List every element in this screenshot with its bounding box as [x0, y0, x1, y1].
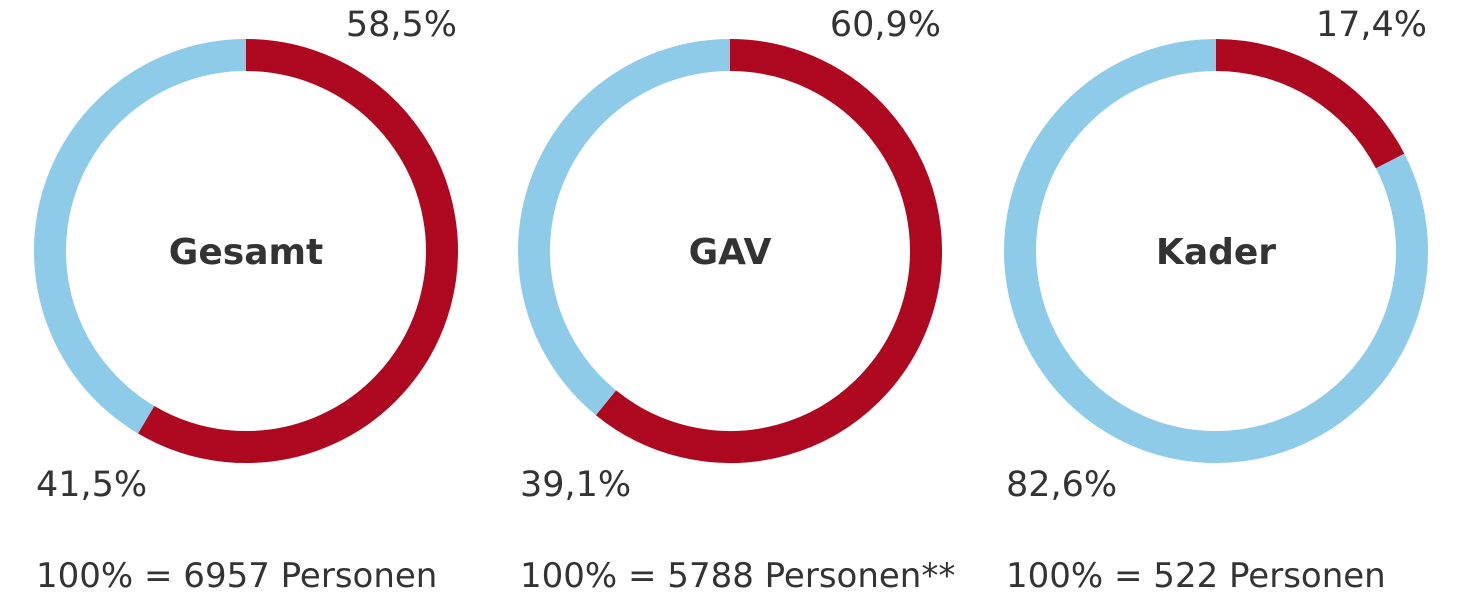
base-caption: 100% = 6957 Personen: [36, 556, 437, 596]
slice-secondary: [1004, 39, 1428, 463]
base-caption: 100% = 522 Personen: [1006, 556, 1386, 596]
donut-title: GAV: [689, 232, 772, 273]
donut-chart-gav: GAV 60,9% 39,1% 100% = 5788 Personen**: [518, 5, 955, 596]
donut-chart-gesamt: Gesamt 58,5% 41,5% 100% = 6957 Personen: [34, 5, 458, 596]
slice-primary: [595, 39, 942, 463]
base-caption: 100% = 5788 Personen**: [520, 556, 955, 596]
slice-secondary: [518, 39, 731, 416]
label-secondary: 39,1%: [520, 465, 631, 505]
donut-title: Kader: [1156, 232, 1276, 273]
label-primary: 17,4%: [1316, 5, 1427, 45]
label-secondary: 82,6%: [1006, 465, 1117, 505]
label-primary: 60,9%: [830, 5, 941, 45]
slice-primary: [1215, 39, 1405, 169]
label-primary: 58,5%: [346, 5, 457, 45]
donut-chart-kader: Kader 17,4% 82,6% 100% = 522 Personen: [1004, 5, 1428, 596]
slice-primary: [138, 39, 458, 463]
donut-title: Gesamt: [169, 232, 323, 273]
label-secondary: 41,5%: [36, 465, 147, 505]
slice-secondary: [34, 39, 247, 434]
